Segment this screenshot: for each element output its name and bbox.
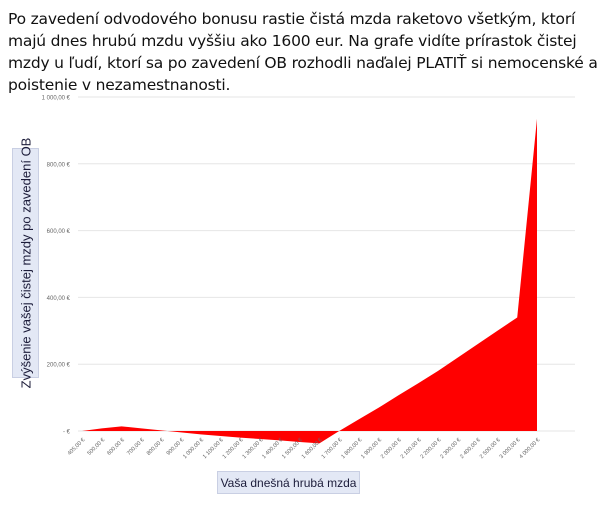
area-chart: - € 200,00 € 400,00 € 600,00 € 800,00 € 1 000… (42, 96, 575, 461)
y-axis-title: Zvýšenie vašej čistej mzdy po zavedení O… (18, 137, 33, 389)
y-tick-label: 600,00 € (47, 229, 71, 235)
series-area (82, 118, 537, 444)
y-tick-label: 200,00 € (47, 363, 71, 369)
y-tick-label: 400,00 € (47, 296, 71, 302)
chart-container: - € 200,00 € 400,00 € 600,00 € 800,00 € 1 000… (0, 80, 608, 507)
x-tick-label: 600,00 € (106, 437, 126, 457)
x-tick-label: 405,00 € (67, 437, 87, 457)
area-series (81, 118, 538, 444)
y-tick-label: - € (63, 430, 71, 436)
x-tick-label: 4 000,00 € (518, 437, 542, 461)
y-tick-label: 1 000,00 € (42, 96, 71, 102)
x-axis-title: Vaša dnešná hrubá mzda (217, 471, 360, 494)
x-tick-label: 800,00 € (146, 437, 166, 457)
y-axis-ticks: - € 200,00 € 400,00 € 600,00 € 800,00 € 1 000… (42, 96, 71, 436)
intro-paragraph: Po zavedení odvodového bonusu rastie čis… (8, 10, 598, 94)
x-tick-label: 700,00 € (126, 437, 146, 457)
x-tick-label: 500,00 € (87, 437, 107, 457)
y-axis-title-box: Zvýšenie vašej čistej mzdy po zavedení O… (12, 138, 39, 388)
y-tick-label: 800,00 € (47, 162, 71, 168)
